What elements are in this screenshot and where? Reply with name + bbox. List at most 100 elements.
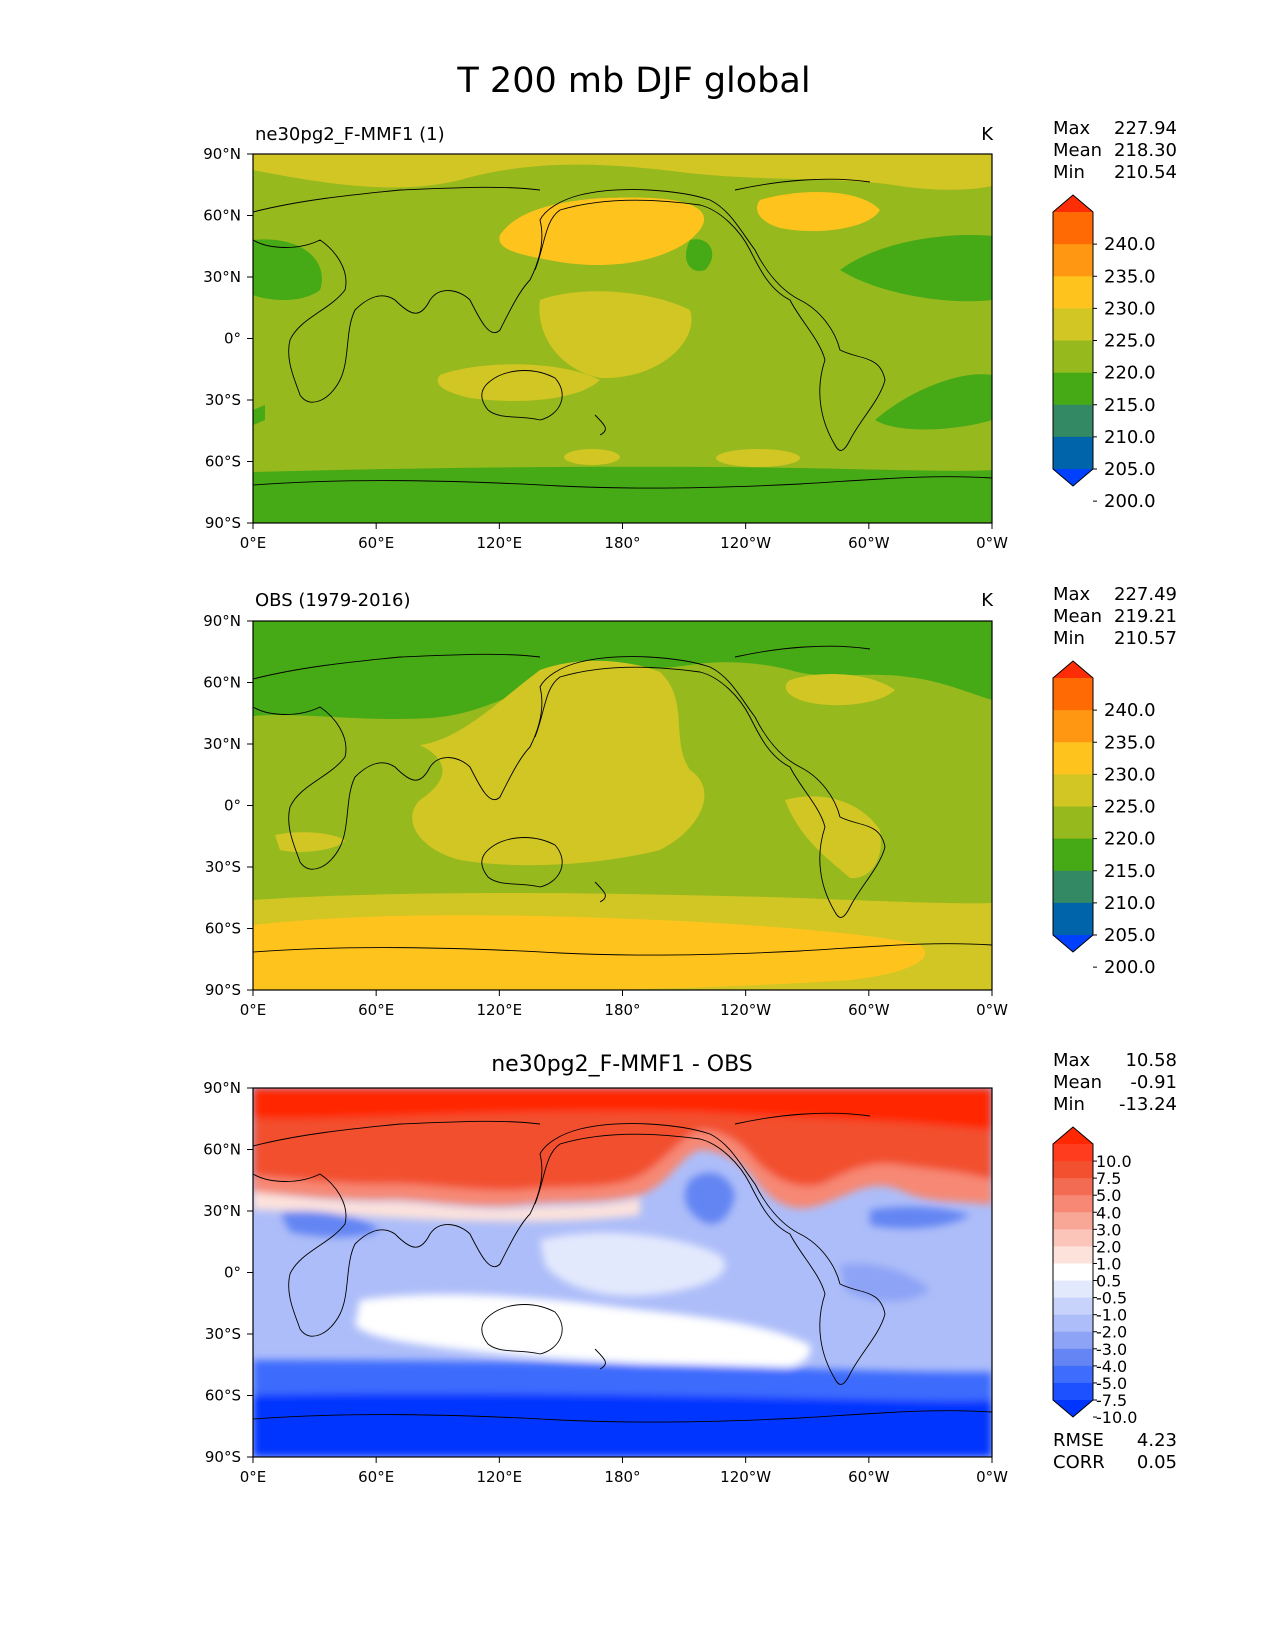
panel-model-units: K [981, 124, 994, 145]
lon-tick-label: 120°E [477, 1468, 523, 1486]
colorbar-segment [1053, 372, 1093, 406]
metric-rmse-value: 4.23 [1137, 1430, 1177, 1451]
lon-tick-label: 120°E [477, 534, 523, 552]
obs-field-samerica-yellow [785, 796, 881, 879]
colorbar-label: 230.0 [1104, 298, 1156, 319]
lon-tick-label: 120°W [720, 1001, 771, 1019]
stat-max-label: Max [1053, 584, 1091, 605]
lon-tick-label: 60°E [358, 1468, 394, 1486]
stat-mean-label: Mean [1053, 140, 1102, 161]
colorbar-segment [1053, 1280, 1093, 1299]
lat-tick-label: 30°S [205, 858, 241, 876]
colorbar-label: -1.0 [1096, 1306, 1127, 1325]
lat-tick-label: 30°S [205, 1325, 241, 1343]
colorbar-segment [1053, 902, 1093, 936]
stat-min-label: Min [1053, 1094, 1085, 1115]
obs-field-canada-yellow [785, 674, 895, 706]
colorbar-segment [1053, 742, 1093, 775]
model-stats: Max 227.94 Mean 218.30 Min 210.54 [1053, 118, 1177, 183]
lon-tick-label: 60°W [848, 534, 890, 552]
lon-tick-label: 180° [604, 1468, 640, 1486]
colorbar-label: 7.5 [1096, 1169, 1121, 1188]
colorbar-label: -5.0 [1096, 1374, 1127, 1393]
model-lon-axis: 0°E 60°E 120°E 180° 120°W 60°W 0°W [240, 523, 1008, 552]
colorbar-label: -4.0 [1096, 1357, 1127, 1376]
colorbar-segment [1053, 1331, 1093, 1350]
colorbar-label: 4.0 [1096, 1203, 1121, 1222]
colorbar-extend-max [1053, 1127, 1093, 1144]
colorbar-segment [1053, 1178, 1093, 1196]
figure-title: T 200 mb DJF global [456, 61, 810, 101]
stat-mean-label: Mean [1053, 1072, 1102, 1093]
colorbar-label: -3.0 [1096, 1340, 1127, 1359]
stat-max-value: 227.94 [1114, 118, 1177, 139]
lon-tick-label: 120°W [720, 534, 771, 552]
colorbar-segment [1053, 678, 1093, 711]
panel-model-title: ne30pg2_F-MMF1 (1) [255, 124, 445, 145]
colorbar-label: 200.0 [1104, 957, 1156, 978]
stat-min-label: Min [1053, 628, 1085, 649]
colorbar-segment [1053, 710, 1093, 743]
colorbar-label: -0.5 [1096, 1289, 1127, 1308]
model-field-africa-green [253, 239, 322, 300]
colorbar-label: 220.0 [1104, 363, 1156, 384]
colorbar-segment [1053, 1246, 1093, 1264]
colorbar-segment [1053, 340, 1093, 374]
diff-coastlines [253, 1112, 992, 1423]
diff-metrics: RMSE 4.23 CORR 0.05 [1053, 1430, 1177, 1473]
stat-max-label: Max [1053, 118, 1091, 139]
diff-field-antarctic-blue [253, 1393, 992, 1457]
colorbar-label: 2.0 [1096, 1237, 1121, 1256]
colorbar-label: 10.0 [1096, 1152, 1132, 1171]
colorbar-label: 235.0 [1104, 266, 1156, 287]
obs-coastlines [253, 645, 992, 956]
lon-tick-label: 60°W [848, 1468, 890, 1486]
stat-max-value: 227.49 [1114, 584, 1177, 605]
obs-field-nh-green [253, 621, 992, 719]
colorbar-label: 240.0 [1104, 234, 1156, 255]
colorbar-segment [1053, 436, 1093, 470]
model-field [253, 154, 992, 523]
stat-mean-value: 218.30 [1114, 140, 1177, 161]
panel-obs-units: K [981, 590, 994, 611]
model-colorbar: 240.0 235.0 230.0 225.0 220.0 215.0 210.0 205.0… [1052, 194, 1156, 512]
colorbar-label: 205.0 [1104, 925, 1156, 946]
lon-tick-label: 0°W [976, 534, 1008, 552]
obs-field-antarctic-orange [253, 915, 926, 990]
metric-corr-value: 0.05 [1137, 1452, 1177, 1473]
colorbar-extend-min [1053, 469, 1093, 486]
colorbar-segment [1053, 1348, 1093, 1367]
colorbar-label: 200.0 [1104, 491, 1156, 512]
colorbar-segment [1053, 870, 1093, 904]
lat-tick-label: 60°N [203, 674, 241, 692]
colorbar-segment [1053, 1212, 1093, 1230]
lon-tick-label: 0°E [240, 1001, 267, 1019]
stat-mean-value: 219.21 [1114, 606, 1177, 627]
model-field-warm-pacific [499, 197, 705, 266]
diff-field [253, 1088, 992, 1457]
lat-tick-label: 60°S [205, 1387, 241, 1405]
obs-field-pacific-yellow [412, 660, 705, 866]
model-coastlines [253, 178, 992, 489]
stat-min-label: Min [1053, 162, 1085, 183]
lat-tick-label: 90°N [203, 612, 241, 630]
colorbar-segment [1053, 1144, 1093, 1162]
colorbar-extend-min [1053, 1400, 1093, 1417]
diff-field-natlantic-blue [870, 1206, 970, 1229]
lon-tick-label: 0°E [240, 1468, 267, 1486]
colorbar-label: 5.0 [1096, 1186, 1121, 1205]
model-field-south-pacific [437, 364, 600, 401]
colorbar-segment [1053, 1297, 1093, 1316]
model-field-npac-green [685, 239, 713, 271]
lon-tick-label: 0°W [976, 1468, 1008, 1486]
lat-tick-label: 60°N [203, 1141, 241, 1159]
obs-lon-axis: 0°E 60°E 120°E 180° 120°W 60°W 0°W [240, 990, 1008, 1019]
colorbar-segment [1053, 1263, 1093, 1282]
colorbar-extend-max [1053, 661, 1093, 678]
colorbar-extend-min [1053, 935, 1093, 952]
model-field-atlantic-green [840, 235, 992, 302]
lon-tick-label: 180° [604, 1001, 640, 1019]
model-field-warm-canada [756, 191, 880, 232]
colorbar-label: 240.0 [1104, 700, 1156, 721]
